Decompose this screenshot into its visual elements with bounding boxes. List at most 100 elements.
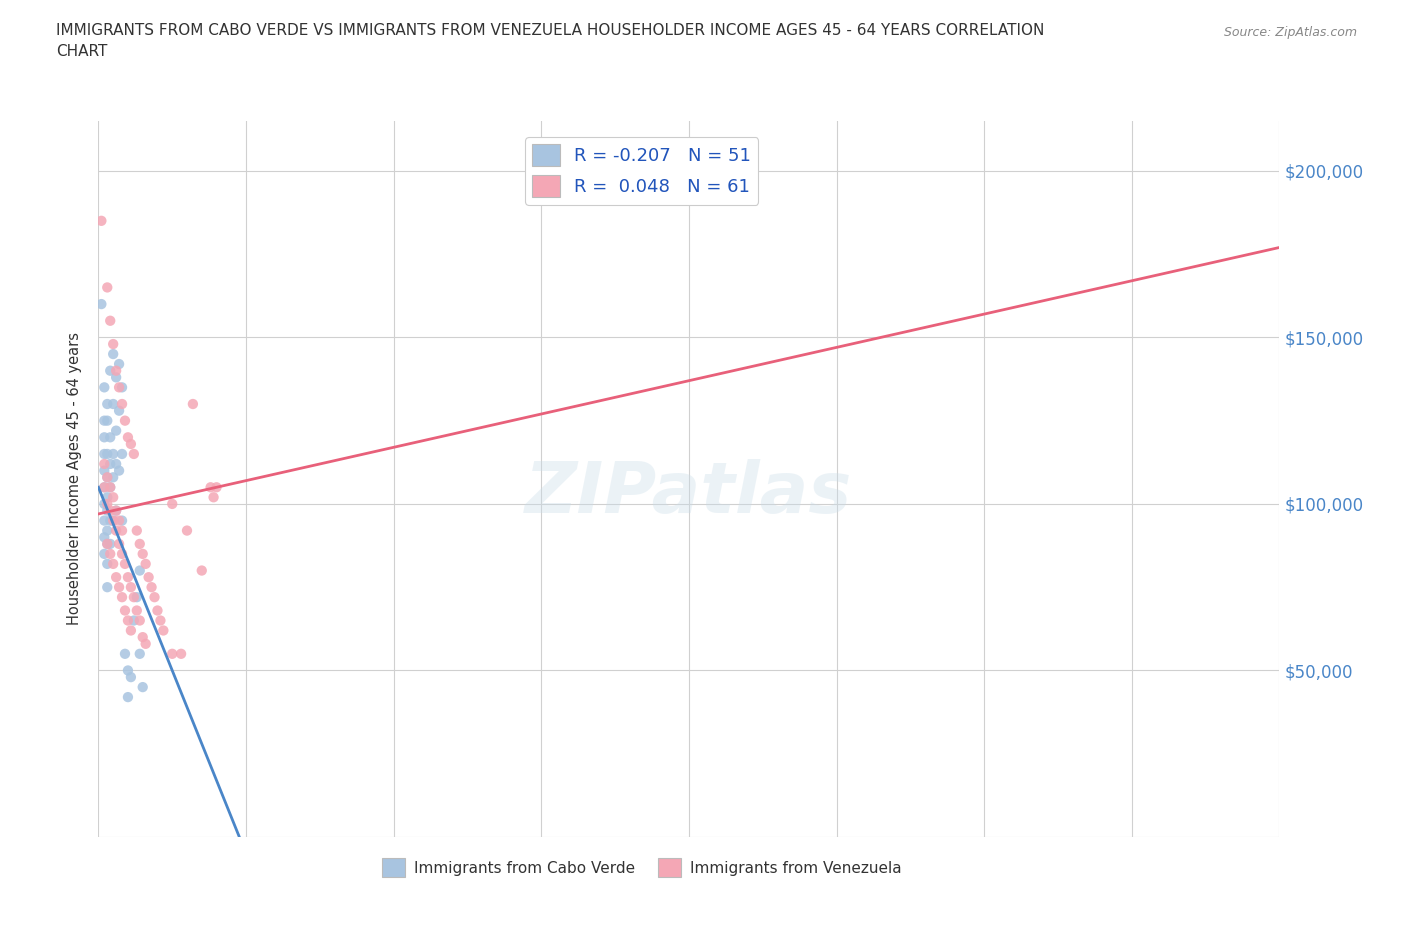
Point [120, 670, 142, 684]
Point [114, 603, 136, 618]
Point [105, 503, 128, 518]
Point [108, 380, 131, 395]
Point [149, 613, 172, 628]
Point [120, 623, 142, 638]
Point [98, 547, 121, 562]
Point [90, 297, 112, 312]
Point [96, 470, 118, 485]
Point [108, 579, 131, 594]
Point [93, 497, 115, 512]
Point [98, 457, 121, 472]
Point [120, 579, 142, 594]
Text: IMMIGRANTS FROM CABO VERDE VS IMMIGRANTS FROM VENEZUELA HOUSEHOLDER INCOME AGES : IMMIGRANTS FROM CABO VERDE VS IMMIGRANTS… [56, 23, 1045, 38]
Point [111, 396, 134, 411]
Point [117, 430, 139, 445]
Point [103, 490, 125, 505]
Point [111, 446, 134, 461]
Point [90, 213, 112, 228]
Point [93, 480, 115, 495]
Point [98, 480, 121, 495]
Point [93, 380, 115, 395]
Point [111, 380, 134, 395]
Point [200, 480, 222, 495]
Point [146, 603, 169, 618]
Point [96, 497, 118, 512]
Point [96, 446, 118, 461]
Point [108, 537, 131, 551]
Point [103, 513, 125, 528]
Point [96, 537, 118, 551]
Point [143, 590, 166, 604]
Point [98, 313, 121, 328]
Point [141, 579, 163, 594]
Point [93, 413, 115, 428]
Text: ZIPatlas: ZIPatlas [526, 458, 852, 527]
Point [162, 497, 183, 512]
Point [105, 524, 128, 538]
Point [125, 524, 148, 538]
Point [117, 570, 139, 585]
Point [202, 490, 225, 505]
Point [132, 680, 155, 695]
Point [205, 480, 228, 495]
Point [93, 430, 115, 445]
Point [98, 430, 121, 445]
Legend: Immigrants from Cabo Verde, Immigrants from Venezuela: Immigrants from Cabo Verde, Immigrants f… [375, 852, 908, 883]
Point [98, 364, 121, 379]
Point [93, 480, 115, 495]
Point [128, 537, 150, 551]
Point [122, 446, 145, 461]
Point [98, 537, 121, 551]
Point [103, 347, 125, 362]
Point [114, 646, 136, 661]
Y-axis label: Householder Income Ages 45 - 64 years: Householder Income Ages 45 - 64 years [67, 332, 83, 626]
Point [132, 547, 155, 562]
Point [93, 547, 115, 562]
Point [93, 457, 115, 472]
Point [152, 623, 174, 638]
Point [108, 463, 131, 478]
Point [117, 663, 139, 678]
Point [162, 646, 183, 661]
Point [105, 503, 128, 518]
Point [128, 563, 150, 578]
Point [103, 556, 125, 571]
Point [111, 547, 134, 562]
Point [128, 646, 150, 661]
Point [181, 396, 204, 411]
Point [128, 613, 150, 628]
Point [105, 457, 128, 472]
Point [111, 590, 134, 604]
Point [96, 524, 118, 538]
Point [117, 690, 139, 705]
Point [135, 636, 157, 651]
Point [132, 630, 155, 644]
Text: Source: ZipAtlas.com: Source: ZipAtlas.com [1223, 26, 1357, 39]
Point [93, 530, 115, 545]
Point [96, 556, 118, 571]
Point [108, 513, 131, 528]
Point [103, 396, 125, 411]
Point [105, 570, 128, 585]
Point [96, 490, 118, 505]
Point [176, 524, 198, 538]
Point [117, 613, 139, 628]
Point [96, 470, 118, 485]
Point [105, 364, 128, 379]
Point [125, 603, 148, 618]
Point [96, 537, 118, 551]
Point [96, 413, 118, 428]
Point [98, 480, 121, 495]
Point [108, 404, 131, 418]
Point [120, 436, 142, 451]
Point [122, 613, 145, 628]
Point [114, 556, 136, 571]
Point [93, 463, 115, 478]
Point [105, 423, 128, 438]
Point [191, 563, 214, 578]
Text: CHART: CHART [56, 44, 108, 59]
Point [125, 590, 148, 604]
Point [105, 370, 128, 385]
Point [98, 513, 121, 528]
Point [108, 356, 131, 371]
